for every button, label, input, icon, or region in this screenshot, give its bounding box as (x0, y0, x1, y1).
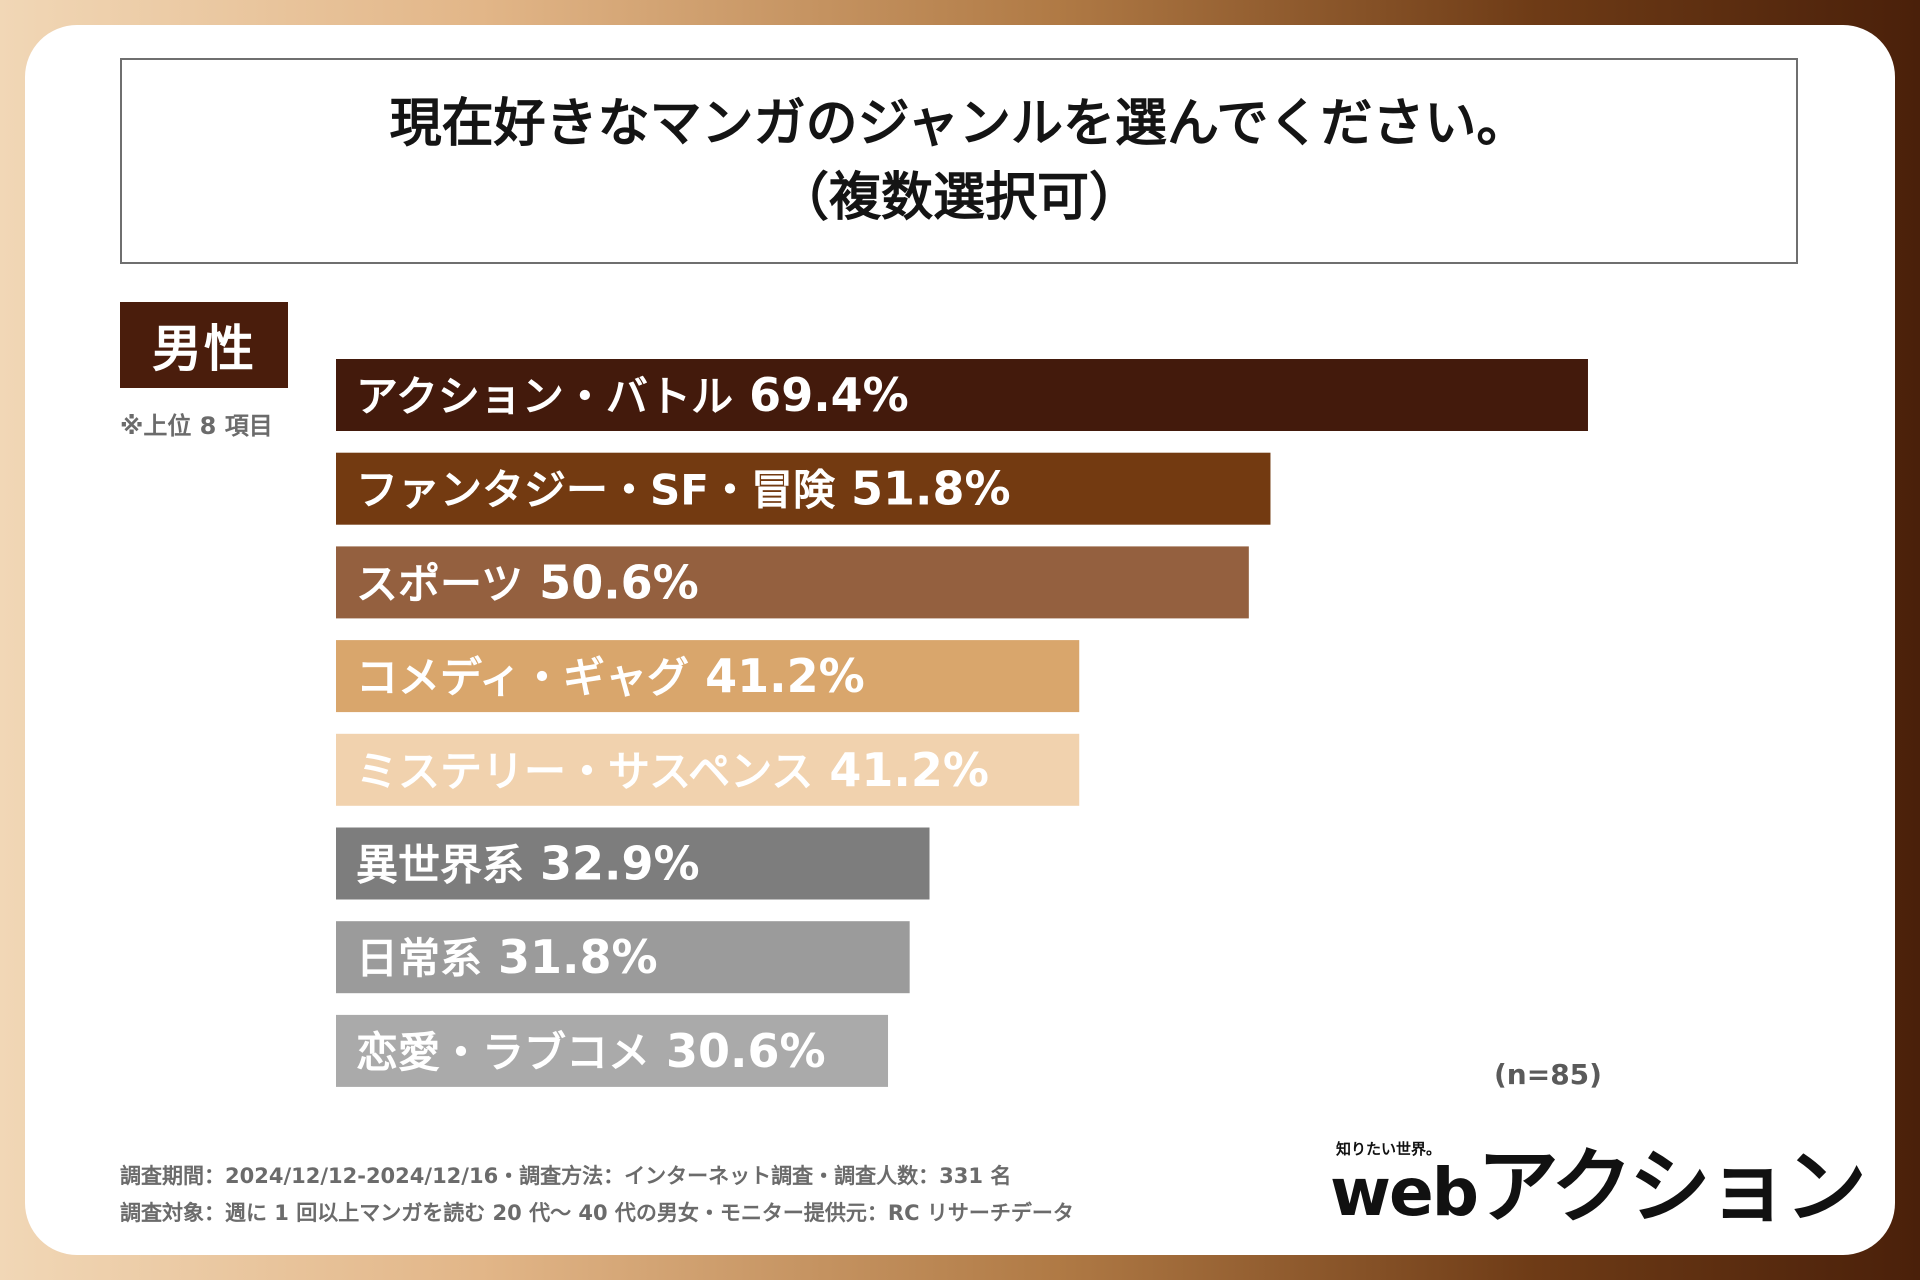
bar-label-6: 異世界系 32.9% (356, 837, 700, 891)
category-label: アクション・バトル (356, 372, 733, 421)
value-label: 41.2% (813, 743, 989, 797)
bar-label-7: 日常系 31.8% (356, 930, 658, 984)
value-label: 31.8% (482, 930, 658, 984)
bar-label-1: アクション・バトル 69.4% (356, 368, 909, 422)
bar-1 (336, 359, 1588, 431)
value-label: 32.9% (524, 837, 700, 891)
bar-5 (336, 733, 1080, 806)
value-label: 41.2% (689, 649, 865, 703)
category-label: スポーツ (356, 559, 523, 608)
logo-name-text: アクション (1476, 1140, 1867, 1235)
survey-target-footer: 調査対象：週に 1 回以上マンガを読む 20 代〜 40 代の男女・モニター提供… (120, 1201, 1074, 1225)
value-label: 69.4% (733, 368, 909, 422)
bar-4 (336, 640, 1080, 713)
web-action-logo: 知りたい世界。 webアクション (1330, 1138, 1867, 1231)
value-label: 50.6% (523, 555, 699, 609)
top-items-note: ※上位 8 項目 (120, 412, 273, 440)
chart-title-box: 現在好きなマンガのジャンルを選んでください。 （複数選択可） (120, 58, 1798, 264)
survey-period-footer: 調査期間：2024/12/12-2024/12/16・調査方法：インターネット調… (120, 1164, 1012, 1188)
chart-title: 現在好きなマンガのジャンルを選んでください。 (389, 94, 1529, 154)
bar-6 (336, 827, 930, 900)
bar-label-8: 恋愛・ラブコメ 30.6% (356, 1024, 826, 1078)
bar-8 (336, 1014, 889, 1087)
bar-2 (336, 452, 1271, 525)
bar-label-3: スポーツ 50.6% (356, 555, 699, 609)
chart-subtitle: （複数選択可） (776, 168, 1141, 228)
logo-tagline: 知りたい世界。 (1336, 1140, 1442, 1158)
value-label: 51.8% (835, 462, 1011, 516)
category-label: ミステリー・サスペンス (356, 747, 813, 796)
logo-web-text: web (1330, 1154, 1479, 1231)
bar-7 (336, 921, 910, 994)
bar-label-2: ファンタジー・SF・冒険 51.8% (356, 462, 1011, 516)
category-label: 恋愛・ラブコメ (356, 1028, 650, 1077)
bar-label-5: ミステリー・サスペンス 41.2% (356, 743, 989, 797)
bar-3 (336, 546, 1249, 619)
group-label: 男性 (120, 302, 288, 388)
category-label: コメディ・ギャグ (356, 653, 689, 702)
category-label: 日常系 (356, 934, 482, 983)
category-label: 異世界系 (356, 841, 524, 890)
sample-size-label: (n=85) (1494, 1058, 1602, 1091)
category-label: ファンタジー・SF・冒険 (356, 466, 836, 515)
bar-label-4: コメディ・ギャグ 41.2% (356, 649, 865, 703)
value-label: 30.6% (650, 1024, 826, 1078)
